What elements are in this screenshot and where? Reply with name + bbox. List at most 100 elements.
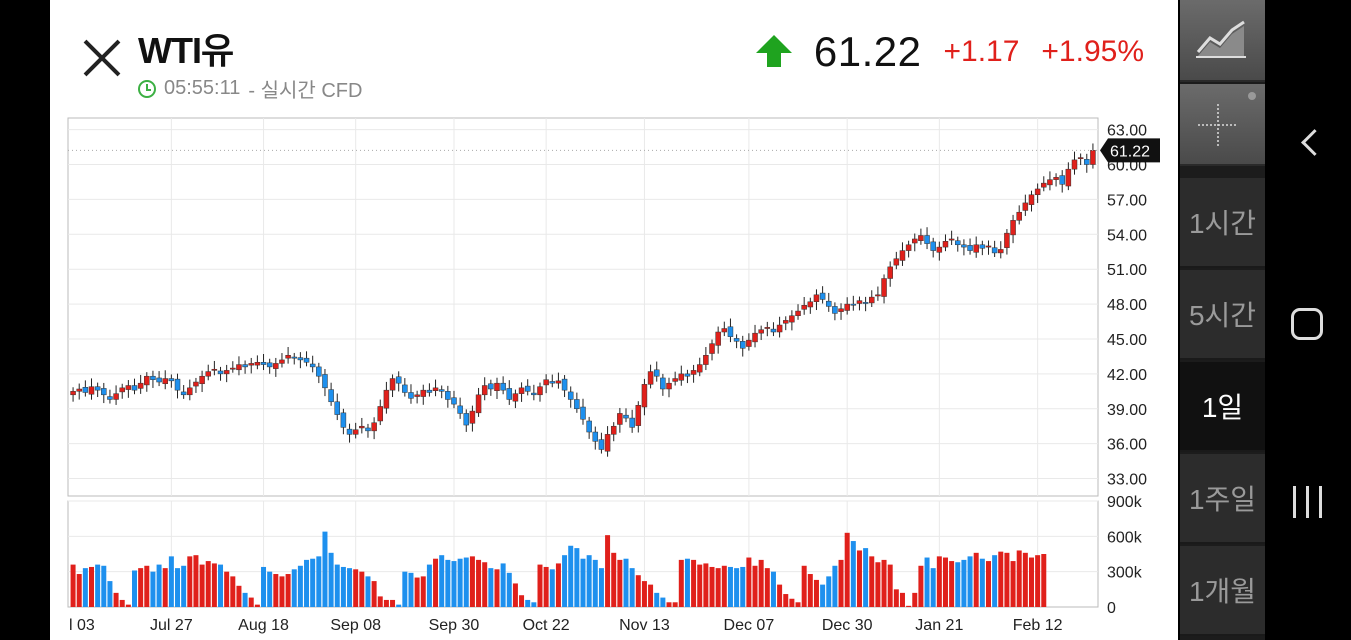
volume-bar [961, 559, 967, 607]
volume-bar [101, 565, 107, 607]
volume-bar [746, 557, 752, 607]
volume-bar [924, 557, 930, 607]
volume-bar [1028, 557, 1034, 607]
volume-bar [537, 564, 543, 607]
candle-body [113, 393, 119, 400]
volume-bar [660, 597, 666, 607]
candle-body [457, 405, 463, 414]
candle-body [647, 371, 654, 385]
volume-bar [138, 568, 144, 607]
candle-body [506, 388, 513, 400]
time-tick-label: Dec 07 [724, 617, 775, 634]
volume-bar [611, 552, 617, 607]
candle-body [893, 258, 900, 266]
candle-body [352, 429, 359, 435]
candle-body [107, 396, 113, 400]
candle-body [998, 249, 1004, 254]
candle-body [531, 392, 537, 396]
candle-body [365, 427, 371, 432]
volume-bar [912, 592, 918, 607]
price-tick-label: 57.00 [1107, 192, 1147, 209]
volume-bar [168, 556, 174, 607]
candle-body [887, 266, 893, 279]
candle-body [721, 328, 728, 333]
chart-type-button[interactable] [1180, 0, 1265, 82]
close-icon[interactable] [80, 36, 124, 80]
candle-body [1010, 220, 1016, 236]
chart-area[interactable]: 63.00 60.00 57.00 54.00 51.00 48.00 45.00 42.00… [50, 110, 1178, 640]
volume-bar [273, 574, 279, 607]
candle-body [432, 387, 439, 391]
candle-body [316, 366, 322, 377]
candle-body [715, 331, 721, 346]
candle-body [875, 294, 881, 297]
volume-bar [531, 602, 537, 607]
volume-bar [132, 570, 138, 607]
candle-body [973, 244, 979, 253]
candle-body [641, 384, 648, 408]
candle-body [70, 391, 76, 396]
candle-body [291, 356, 297, 359]
volume-bar [230, 576, 236, 607]
candle-body [88, 386, 95, 395]
candle-body [666, 382, 672, 390]
candle-body [500, 382, 506, 391]
candle-body [623, 414, 629, 419]
volume-bar [439, 555, 445, 607]
volume-bar [267, 571, 273, 607]
candle-body [813, 294, 820, 303]
candle-body [279, 359, 285, 364]
candle-body [819, 292, 826, 300]
timeframe-1d[interactable]: 1일 [1180, 362, 1265, 452]
candle-body [156, 377, 162, 383]
candle-body [408, 392, 414, 399]
volume-bar [549, 569, 555, 607]
candle-body [985, 245, 992, 248]
volume-bar [347, 568, 353, 607]
volume-bar [629, 568, 635, 607]
timeframe-5h[interactable]: 5시간 [1180, 270, 1265, 360]
timeframe-1w[interactable]: 1주일 [1180, 454, 1265, 544]
candle-body [187, 387, 193, 396]
volume-bar [844, 532, 850, 607]
candle-body [1053, 177, 1059, 180]
candle-body [260, 361, 267, 365]
candle-body [635, 405, 642, 426]
candle-body [746, 339, 752, 347]
volume-bar [648, 584, 654, 607]
volume-bar [887, 564, 893, 607]
back-icon[interactable] [1295, 128, 1325, 158]
candle-body [266, 362, 273, 368]
volume-bar [76, 574, 82, 607]
volume-bar [777, 584, 783, 607]
candle-body [236, 364, 242, 371]
candle-body [1071, 159, 1078, 170]
candle-body [254, 361, 261, 366]
volume-bar [807, 574, 813, 607]
volume-bar [703, 563, 709, 607]
candle-body [463, 413, 470, 426]
volume-bar [451, 561, 457, 607]
timeframe-1m[interactable]: 1개월 [1180, 546, 1265, 636]
candle-body [881, 278, 887, 297]
candle-body [414, 394, 420, 397]
volume-bar [224, 571, 230, 607]
price-chart[interactable]: 63.0060.0057.0054.0051.0048.0045.0042.00… [50, 110, 1178, 640]
volume-bar [666, 602, 672, 607]
price-change: +1.17 [943, 35, 1020, 68]
volume-bar [826, 576, 832, 607]
quote-status: 05:55:11 - 실시간 CFD [138, 74, 362, 103]
candle-body [242, 364, 248, 368]
candle-body [727, 326, 734, 337]
volume-bar [476, 559, 482, 607]
volume-bar [893, 589, 899, 607]
recent-apps-icon[interactable] [1293, 486, 1323, 518]
timeframe-1h[interactable]: 1시간 [1180, 178, 1265, 268]
crosshair-button[interactable] [1180, 84, 1265, 166]
volume-bar [193, 555, 199, 607]
candle-body [445, 391, 451, 400]
home-icon[interactable] [1291, 308, 1323, 340]
time-tick-label: Sep 30 [429, 617, 480, 634]
volume-bar [82, 568, 88, 607]
